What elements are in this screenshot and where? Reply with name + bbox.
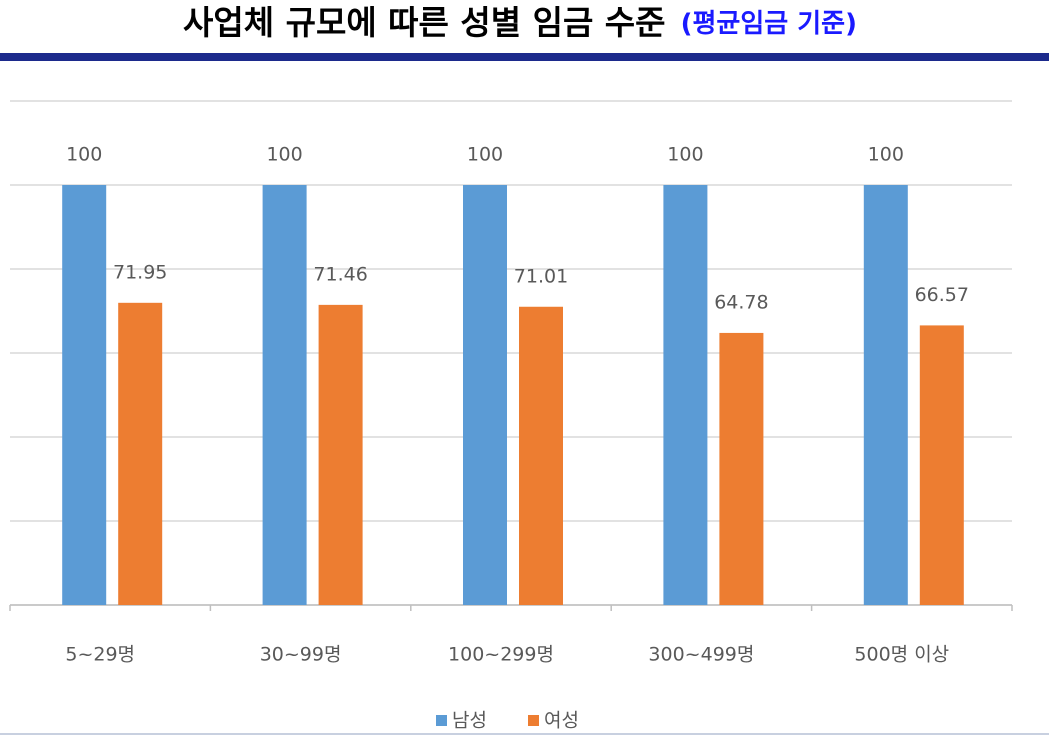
chart-subtitle: (평균임금 기준) [681,9,857,39]
legend-label: 여성 [544,710,579,732]
bar [663,185,708,605]
title-line: 사업체 규모에 따른 성별 임금 수준 (평균임금 기준) [183,3,857,42]
data-label: 100 [467,144,503,166]
x-tick-label: 500명 이상 [854,644,949,666]
data-label: 100 [667,144,703,166]
legend-label: 남성 [452,710,487,732]
data-label: 100 [266,144,302,166]
bar [719,332,764,605]
x-tick-label: 100~299명 [448,644,554,666]
bar [262,185,307,605]
bar [463,185,507,605]
x-tick-label: 5~29명 [65,644,135,666]
bar [863,185,908,605]
x-tick-label: 300~499명 [648,644,754,666]
data-label: 100 [868,144,904,166]
bar [62,185,107,605]
bar [919,325,964,605]
legend-swatch [436,715,447,726]
data-label: 64.78 [714,291,768,313]
data-label: 71.95 [113,261,167,283]
x-tick-label: 30~99명 [260,644,342,666]
title-rule [0,53,1049,61]
data-label: 66.57 [915,284,969,306]
data-label: 71.46 [313,263,367,285]
bar [519,306,563,605]
chart-title: 사업체 규모에 따른 성별 임금 수준 [183,3,665,42]
legend-swatch [528,715,539,726]
bar [318,304,363,605]
data-label: 100 [66,144,102,166]
bar [118,302,163,605]
bottom-rule [0,733,1049,735]
data-label: 71.01 [514,265,568,287]
